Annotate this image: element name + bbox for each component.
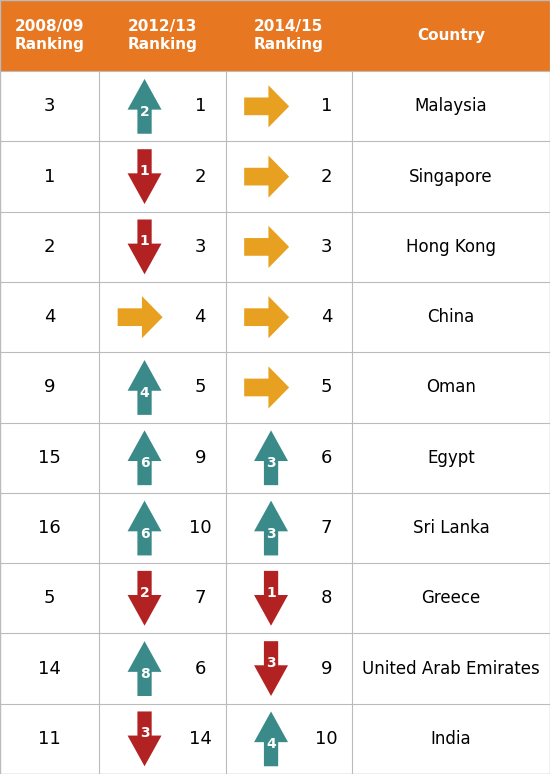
Text: 2014/15
Ranking: 2014/15 Ranking	[254, 19, 324, 53]
Text: India: India	[431, 730, 471, 748]
Text: 6: 6	[140, 456, 150, 471]
Text: 2: 2	[140, 104, 150, 119]
Text: Greece: Greece	[421, 589, 481, 608]
Text: 4: 4	[140, 386, 150, 400]
Text: 1: 1	[44, 168, 55, 186]
Polygon shape	[254, 501, 288, 556]
Polygon shape	[128, 360, 162, 415]
Text: 2: 2	[44, 238, 55, 256]
Text: 6: 6	[321, 449, 332, 467]
Bar	[0, 704, 550, 774]
Text: 1: 1	[195, 98, 206, 115]
Text: 5: 5	[195, 378, 206, 396]
Text: 4: 4	[266, 738, 276, 752]
Text: 3: 3	[44, 98, 55, 115]
Text: 16: 16	[38, 519, 61, 537]
Text: 1: 1	[321, 98, 332, 115]
Polygon shape	[128, 220, 162, 274]
Polygon shape	[244, 226, 289, 268]
Polygon shape	[128, 149, 162, 204]
Text: 8: 8	[140, 667, 150, 681]
Text: Malaysia: Malaysia	[415, 98, 487, 115]
Text: 3: 3	[140, 726, 150, 741]
Text: Singapore: Singapore	[409, 168, 493, 186]
Text: 8: 8	[321, 589, 332, 608]
Text: 1: 1	[266, 586, 276, 600]
Text: 1: 1	[140, 235, 150, 248]
Text: 3: 3	[266, 656, 276, 670]
Polygon shape	[254, 430, 288, 485]
Text: United Arab Emirates: United Arab Emirates	[362, 659, 540, 677]
Text: 2012/13
Ranking: 2012/13 Ranking	[127, 19, 197, 53]
Polygon shape	[254, 571, 288, 625]
Text: 9: 9	[44, 378, 55, 396]
Text: 15: 15	[38, 449, 61, 467]
Text: 3: 3	[266, 526, 276, 540]
Bar	[0, 71, 550, 142]
Text: 2: 2	[140, 586, 150, 600]
Text: 10: 10	[189, 519, 212, 537]
Text: 7: 7	[195, 589, 206, 608]
Text: 3: 3	[321, 238, 332, 256]
Text: 7: 7	[321, 519, 332, 537]
Text: Sri Lanka: Sri Lanka	[412, 519, 490, 537]
Text: 4: 4	[321, 308, 332, 326]
Text: 2: 2	[321, 168, 332, 186]
Text: Oman: Oman	[426, 378, 476, 396]
Bar	[0, 0, 550, 71]
Text: 4: 4	[195, 308, 206, 326]
Polygon shape	[254, 641, 288, 696]
Text: 11: 11	[38, 730, 61, 748]
Polygon shape	[128, 79, 162, 134]
Text: Egypt: Egypt	[427, 449, 475, 467]
Text: 3: 3	[195, 238, 206, 256]
Text: 3: 3	[266, 456, 276, 471]
Polygon shape	[128, 571, 162, 625]
Polygon shape	[244, 85, 289, 128]
Text: 14: 14	[38, 659, 61, 677]
Text: Hong Kong: Hong Kong	[406, 238, 496, 256]
Text: 1: 1	[140, 164, 150, 178]
Bar	[0, 423, 550, 493]
Bar	[0, 493, 550, 563]
Polygon shape	[118, 296, 163, 338]
Text: China: China	[427, 308, 475, 326]
Bar	[0, 352, 550, 423]
Text: 2: 2	[195, 168, 206, 186]
Text: 6: 6	[195, 659, 206, 677]
Polygon shape	[244, 296, 289, 338]
Polygon shape	[254, 711, 288, 766]
Text: Country: Country	[417, 28, 485, 43]
Polygon shape	[244, 366, 289, 409]
Polygon shape	[128, 711, 162, 766]
Text: 2008/09
Ranking: 2008/09 Ranking	[14, 19, 85, 53]
Text: 9: 9	[195, 449, 206, 467]
Bar	[0, 212, 550, 282]
Polygon shape	[244, 156, 289, 197]
Text: 9: 9	[321, 659, 332, 677]
Polygon shape	[128, 430, 162, 485]
Polygon shape	[128, 641, 162, 696]
Bar	[0, 563, 550, 633]
Text: 4: 4	[44, 308, 55, 326]
Text: 10: 10	[315, 730, 338, 748]
Text: 5: 5	[44, 589, 55, 608]
Polygon shape	[128, 501, 162, 556]
Text: 6: 6	[140, 526, 150, 540]
Text: 5: 5	[321, 378, 332, 396]
Text: 14: 14	[189, 730, 212, 748]
Bar	[0, 142, 550, 212]
Bar	[0, 633, 550, 704]
Bar	[0, 282, 550, 352]
